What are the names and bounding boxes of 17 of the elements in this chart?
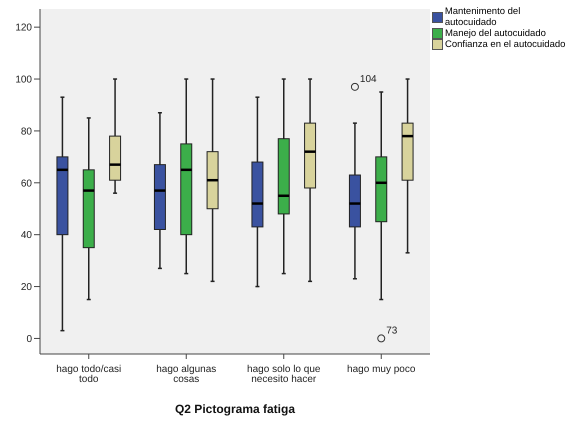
- legend-label: Manejo del autocuidado: [445, 28, 546, 39]
- x-tick-label: hago solo lo que necesito hacer: [247, 364, 321, 386]
- y-tick-label: 60: [20, 178, 32, 190]
- y-tick-label: 20: [20, 282, 32, 294]
- y-tick-label: 80: [20, 126, 32, 138]
- annotation: 104: [360, 74, 378, 85]
- y-tick-label: 40: [20, 230, 32, 242]
- y-tick-label: 0: [26, 334, 32, 345]
- legend-label: Mantenimento del autocuidado: [444, 6, 522, 28]
- y-tick-label: 120: [15, 22, 32, 34]
- annotation: 73: [386, 325, 398, 336]
- y-tick-label: 100: [15, 74, 32, 86]
- x-tick-label: hago muy poco: [347, 364, 416, 376]
- x-tick-label: hago algunas cosas: [156, 364, 216, 386]
- legend-label: Confianza en el autocuidado: [445, 39, 566, 50]
- x-axis-title: Q2 Pictograma fatiga: [174, 402, 296, 416]
- x-tick-label: hago todo/casi todo: [56, 364, 122, 386]
